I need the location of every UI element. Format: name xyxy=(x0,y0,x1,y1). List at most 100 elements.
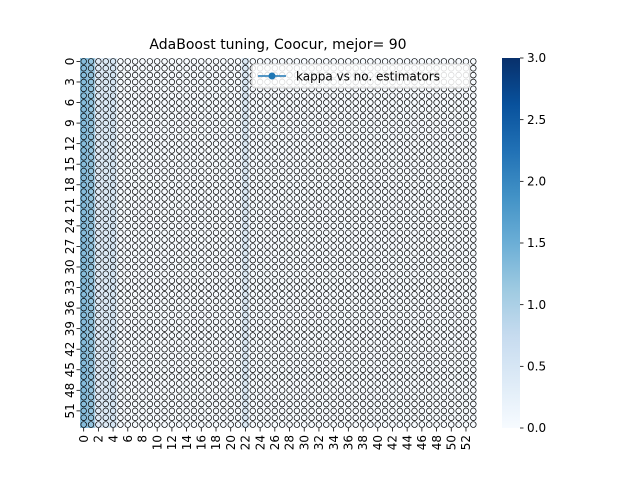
cell-annotation xyxy=(359,400,367,408)
cell-annotation xyxy=(242,318,249,326)
cell-annotation xyxy=(124,243,131,250)
cell-annotation xyxy=(161,195,168,202)
cell-annotation xyxy=(301,407,308,415)
x-tick-label: 26 xyxy=(268,435,282,450)
cell-annotation xyxy=(301,167,308,175)
cell-annotation xyxy=(381,400,389,408)
cell-annotation xyxy=(359,208,367,216)
cell-annotation xyxy=(293,366,301,373)
cell-annotation xyxy=(359,147,367,154)
colorbar-tick-label: 2.0 xyxy=(527,175,546,189)
x-tick-label: 22 xyxy=(239,435,253,450)
cell-annotation xyxy=(131,311,139,319)
cell-annotation xyxy=(315,188,323,195)
cell-annotation xyxy=(102,387,109,394)
cell-annotation xyxy=(455,414,462,421)
cell-annotation xyxy=(161,113,168,120)
cell-annotation xyxy=(279,126,286,134)
cell-annotation xyxy=(131,291,139,298)
cell-annotation xyxy=(87,208,95,216)
cell-annotation xyxy=(205,236,212,243)
cell-annotation xyxy=(124,270,131,278)
cell-annotation xyxy=(168,250,176,257)
cell-annotation xyxy=(183,229,190,236)
cell-annotation xyxy=(154,160,161,168)
cell-annotation xyxy=(87,154,95,161)
cell-annotation xyxy=(345,222,352,230)
cell-annotation xyxy=(396,298,403,305)
cell-annotation xyxy=(426,380,433,387)
cell-annotation xyxy=(131,133,139,141)
cell-annotation xyxy=(367,250,374,257)
cell-annotation xyxy=(256,126,264,134)
cell-annotation xyxy=(440,407,448,415)
cell-annotation xyxy=(337,106,345,113)
cell-annotation xyxy=(396,147,403,154)
legend[interactable]: kappa vs no. estimators xyxy=(251,63,471,89)
cell-annotation xyxy=(448,277,455,284)
cell-annotation xyxy=(190,243,198,250)
cell-annotation xyxy=(154,304,161,312)
cell-annotation xyxy=(249,256,256,264)
cell-annotation xyxy=(212,106,220,113)
cell-annotation xyxy=(345,352,352,360)
cell-annotation xyxy=(301,421,308,428)
cell-annotation xyxy=(440,373,448,380)
cell-annotation xyxy=(154,414,161,421)
cell-annotation xyxy=(205,414,212,421)
cell-annotation xyxy=(337,256,345,264)
cell-annotation xyxy=(293,160,301,168)
cell-annotation xyxy=(95,202,102,209)
cell-annotation xyxy=(242,133,249,141)
cell-annotation xyxy=(301,236,308,243)
cell-annotation xyxy=(315,263,323,271)
cell-annotation xyxy=(109,352,117,360)
x-tick-label: 38 xyxy=(356,435,370,450)
cell-annotation xyxy=(146,147,153,154)
cell-annotation xyxy=(87,400,95,408)
cell-annotation xyxy=(367,380,374,387)
cell-annotation xyxy=(389,366,396,373)
cell-annotation xyxy=(426,373,433,380)
cell-annotation xyxy=(433,359,440,367)
cell-annotation xyxy=(286,270,293,278)
cell-annotation xyxy=(411,140,418,147)
cell-annotation xyxy=(256,119,264,127)
x-tick-label: 48 xyxy=(430,435,444,450)
cell-annotation xyxy=(426,270,433,278)
cell-annotation xyxy=(161,325,168,332)
cell-annotation xyxy=(227,304,234,312)
cell-annotation xyxy=(146,167,153,175)
cell-annotation xyxy=(396,400,403,408)
cell-annotation xyxy=(470,414,477,421)
cell-annotation xyxy=(95,256,102,264)
heatmap-column xyxy=(366,58,375,428)
cell-annotation xyxy=(323,174,330,182)
cell-annotation xyxy=(95,387,102,394)
cell-annotation xyxy=(183,99,190,106)
cell-annotation xyxy=(176,85,183,93)
cell-annotation xyxy=(426,113,433,120)
cell-annotation xyxy=(462,263,470,271)
cell-annotation xyxy=(183,222,190,230)
cell-annotation xyxy=(381,380,389,387)
cell-annotation xyxy=(102,332,109,339)
cell-annotation xyxy=(102,113,109,120)
cell-annotation xyxy=(205,119,212,127)
cell-annotation xyxy=(411,421,418,428)
heatmap-column xyxy=(447,58,456,428)
cell-annotation xyxy=(315,256,323,264)
cell-annotation xyxy=(286,174,293,182)
cell-annotation xyxy=(323,256,330,264)
cell-annotation xyxy=(286,380,293,387)
cell-annotation xyxy=(242,352,249,360)
cell-annotation xyxy=(440,352,448,360)
cell-annotation xyxy=(227,99,234,106)
cell-annotation xyxy=(271,154,278,161)
cell-annotation xyxy=(345,160,352,168)
cell-annotation xyxy=(198,195,205,202)
cell-annotation xyxy=(418,277,426,284)
heatmap-column xyxy=(263,58,272,428)
cell-annotation xyxy=(176,113,183,120)
cell-annotation xyxy=(264,215,271,223)
